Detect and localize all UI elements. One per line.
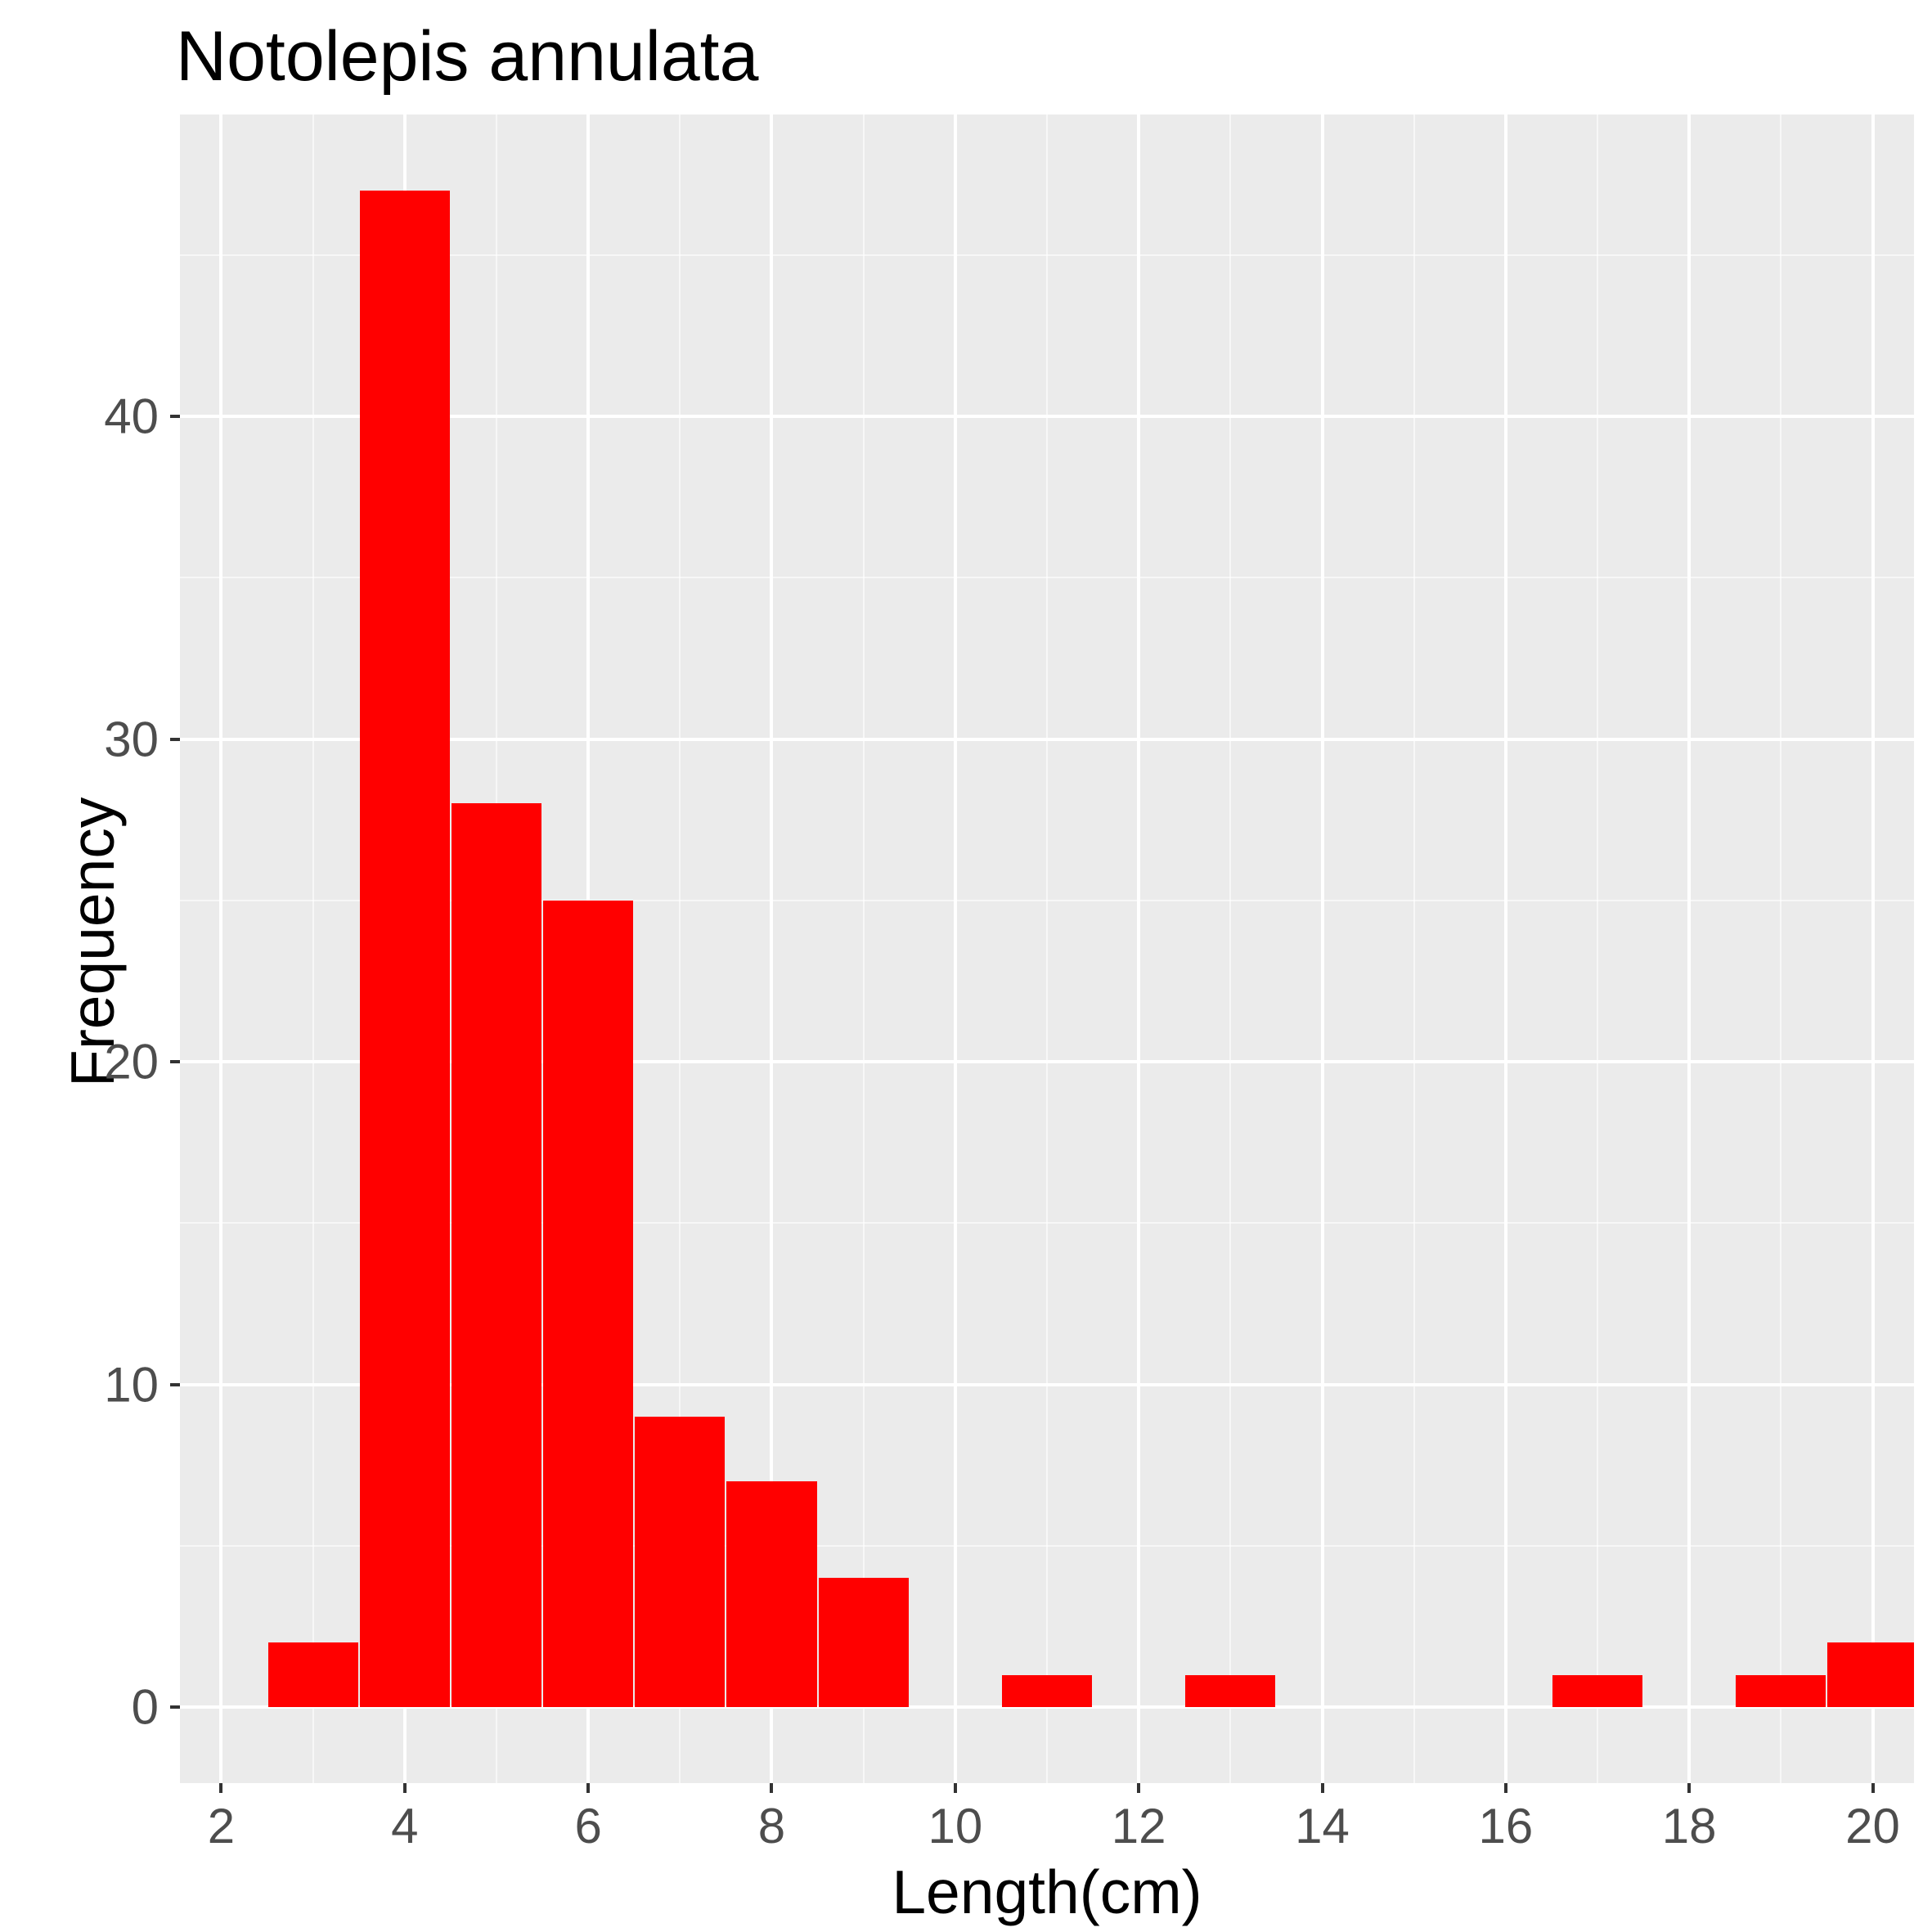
- x-tick-label: 4: [391, 1798, 418, 1854]
- x-tick-mark: [1871, 1783, 1875, 1793]
- gridline-major-vertical: [1137, 115, 1140, 1783]
- y-tick-mark: [170, 738, 180, 741]
- x-tick-mark: [586, 1783, 590, 1793]
- x-tick-label: 16: [1478, 1798, 1533, 1854]
- gridline-major-vertical: [1687, 115, 1691, 1783]
- chart-container: Notolepis annulata Frequency Length(cm) …: [0, 0, 1932, 1932]
- histogram-bar: [1185, 1675, 1275, 1707]
- histogram-bar: [1736, 1675, 1826, 1707]
- gridline-minor-vertical: [1780, 115, 1781, 1783]
- x-tick-label: 6: [574, 1798, 601, 1854]
- x-tick-label: 20: [1845, 1798, 1900, 1854]
- gridline-minor-vertical: [1413, 115, 1415, 1783]
- gridline-major-vertical: [1504, 115, 1507, 1783]
- y-tick-label: 30: [0, 711, 159, 767]
- x-tick-label: 10: [928, 1798, 982, 1854]
- x-tick-label: 18: [1662, 1798, 1717, 1854]
- x-tick-mark: [1137, 1783, 1140, 1793]
- histogram-bar: [1827, 1642, 1914, 1707]
- gridline-major-vertical: [1871, 115, 1875, 1783]
- x-axis-label: Length(cm): [0, 1857, 1932, 1927]
- x-tick-mark: [219, 1783, 222, 1793]
- gridline-minor-vertical: [863, 115, 865, 1783]
- x-tick-label: 12: [1112, 1798, 1166, 1854]
- x-tick-label: 14: [1295, 1798, 1350, 1854]
- histogram-bar: [635, 1417, 725, 1707]
- y-tick-mark: [170, 1060, 180, 1063]
- chart-title: Notolepis annulata: [176, 16, 758, 97]
- y-tick-label: 20: [0, 1034, 159, 1090]
- histogram-bar: [543, 901, 633, 1707]
- gridline-minor-vertical: [1046, 115, 1048, 1783]
- x-tick-mark: [770, 1783, 773, 1793]
- histogram-bar: [452, 803, 541, 1707]
- gridline-minor-vertical: [1229, 115, 1231, 1783]
- histogram-bar: [1002, 1675, 1092, 1707]
- gridline-major-vertical: [1321, 115, 1324, 1783]
- y-tick-label: 10: [0, 1356, 159, 1413]
- x-tick-label: 2: [208, 1798, 235, 1854]
- x-tick-mark: [1321, 1783, 1324, 1793]
- histogram-bar: [1552, 1675, 1642, 1707]
- y-tick-label: 0: [0, 1679, 159, 1736]
- x-tick-mark: [403, 1783, 407, 1793]
- x-tick-mark: [954, 1783, 957, 1793]
- gridline-major-vertical: [954, 115, 957, 1783]
- x-tick-label: 8: [758, 1798, 785, 1854]
- y-tick-label: 40: [0, 388, 159, 444]
- x-tick-mark: [1687, 1783, 1691, 1793]
- y-tick-mark: [170, 1705, 180, 1709]
- gridline-minor-vertical: [312, 115, 314, 1783]
- gridline-major-vertical: [219, 115, 222, 1783]
- histogram-bar: [268, 1642, 358, 1707]
- histogram-bar: [726, 1481, 816, 1707]
- x-tick-mark: [1504, 1783, 1507, 1793]
- y-tick-mark: [170, 415, 180, 418]
- histogram-bar: [819, 1578, 909, 1707]
- y-tick-mark: [170, 1383, 180, 1386]
- gridline-minor-vertical: [1597, 115, 1598, 1783]
- plot-panel: [180, 115, 1914, 1783]
- histogram-bar: [360, 191, 450, 1708]
